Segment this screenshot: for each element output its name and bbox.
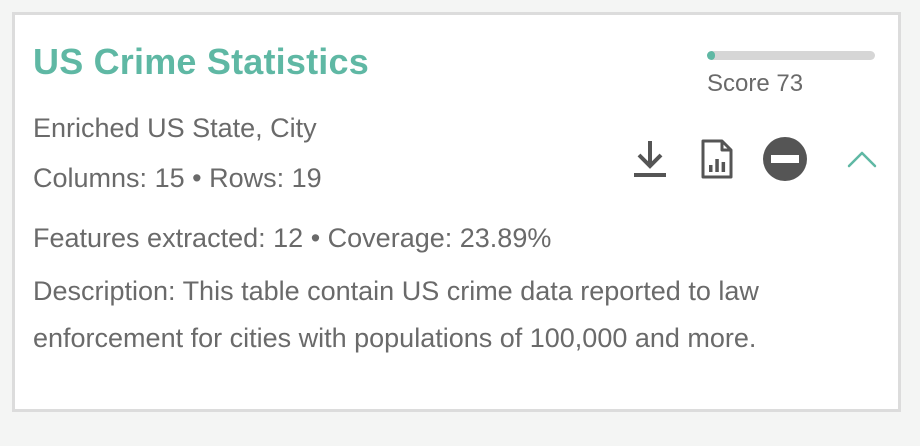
dataset-description: Description: This table contain US crime… xyxy=(33,276,759,353)
collapse-button[interactable] xyxy=(837,149,887,169)
dataset-card: US Crime Statistics Score 73 Enriched US… xyxy=(12,12,901,412)
features-separator: • xyxy=(310,223,321,253)
features-label: Features extracted: xyxy=(33,223,266,253)
remove-button[interactable] xyxy=(755,136,815,182)
remove-circle-icon xyxy=(763,137,807,181)
score-indicator: Score 73 xyxy=(707,51,877,98)
rows-label: Rows: xyxy=(209,163,285,193)
dataset-subtitle: Enriched US State, City xyxy=(33,113,317,143)
score-value: 73 xyxy=(776,70,804,97)
rows-count: 19 xyxy=(291,163,322,193)
coverage-value: 23.89% xyxy=(459,223,552,253)
download-icon xyxy=(634,141,666,177)
score-bar-fill xyxy=(707,51,716,60)
score-bar xyxy=(707,51,875,60)
score-label-text: Score xyxy=(707,70,770,97)
dataset-features: Features extracted: 12 • Coverage: 23.89… xyxy=(33,223,551,254)
dataset-title[interactable]: US Crime Statistics xyxy=(33,41,369,82)
score-label: Score 73 xyxy=(707,70,877,98)
columns-label: Columns: xyxy=(33,163,148,193)
stats-separator: • xyxy=(192,163,202,193)
download-button[interactable] xyxy=(625,139,675,179)
columns-count: 15 xyxy=(154,163,185,193)
features-count: 12 xyxy=(273,223,304,253)
coverage-label: Coverage: xyxy=(327,223,453,253)
report-button[interactable] xyxy=(687,138,747,180)
chevron-up-icon xyxy=(847,151,877,168)
report-chart-icon xyxy=(701,139,733,179)
dataset-stats: Columns: 15 • Rows: 19 xyxy=(33,163,322,194)
card-actions xyxy=(625,133,887,185)
